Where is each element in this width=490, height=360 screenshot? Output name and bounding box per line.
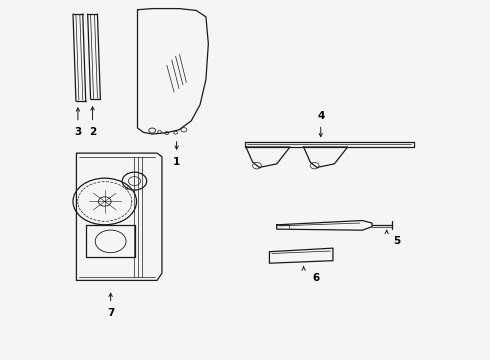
Text: 5: 5 [393, 235, 400, 246]
Text: 7: 7 [107, 308, 114, 318]
Text: 1: 1 [173, 157, 180, 167]
Text: 3: 3 [74, 127, 81, 137]
Text: 6: 6 [312, 273, 319, 283]
Text: 4: 4 [317, 111, 324, 121]
Text: 2: 2 [89, 127, 96, 137]
